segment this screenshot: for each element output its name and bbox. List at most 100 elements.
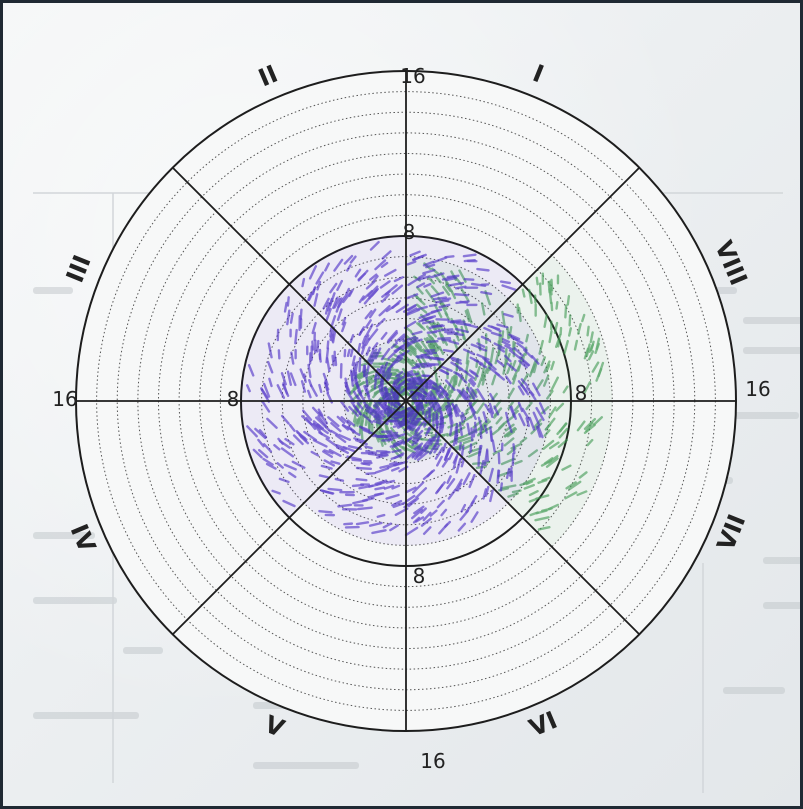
hatch-stroke bbox=[438, 368, 450, 375]
hatch-stroke bbox=[386, 372, 393, 382]
hatch-stroke bbox=[276, 384, 286, 399]
hatch-stroke bbox=[390, 379, 397, 394]
hatch-stroke bbox=[506, 362, 517, 372]
hatch-stroke bbox=[469, 377, 477, 386]
hatch-stroke bbox=[517, 401, 524, 413]
hatch-stroke bbox=[408, 444, 417, 450]
hatch-stroke bbox=[440, 390, 451, 402]
hatch-stroke bbox=[433, 432, 438, 442]
hatch-stroke bbox=[534, 516, 550, 522]
hatch-stroke bbox=[462, 348, 476, 356]
hatch-stroke bbox=[312, 422, 323, 436]
hatch-stroke bbox=[360, 426, 374, 435]
hatch-stroke bbox=[488, 366, 501, 377]
hatch-stroke bbox=[519, 437, 528, 444]
hatch-stroke bbox=[406, 494, 416, 502]
hatch-stroke bbox=[417, 396, 425, 410]
hatch-stroke bbox=[488, 467, 494, 483]
hatch-stroke bbox=[380, 331, 388, 340]
hatch-stroke bbox=[317, 415, 328, 428]
hatch-stroke bbox=[318, 474, 330, 479]
hatch-stroke bbox=[481, 368, 488, 382]
hatch-stroke bbox=[409, 250, 421, 257]
hatch-stroke bbox=[316, 280, 322, 291]
hatch-stroke bbox=[417, 275, 431, 281]
hatch-stroke bbox=[522, 360, 530, 367]
hatch-stroke bbox=[383, 484, 395, 490]
bleed-mark bbox=[743, 317, 800, 324]
hatch-stroke bbox=[435, 390, 442, 399]
hatch-stroke bbox=[374, 467, 389, 474]
hatch-stroke bbox=[594, 342, 600, 355]
hatch-stroke bbox=[518, 412, 526, 427]
hatch-stroke bbox=[583, 347, 590, 360]
hatch-stroke bbox=[414, 344, 423, 353]
hatch-stroke bbox=[548, 406, 557, 418]
bleed-mark bbox=[763, 557, 800, 564]
hatch-stroke bbox=[431, 336, 440, 351]
hatch-stroke bbox=[506, 326, 510, 340]
hatch-stroke bbox=[271, 489, 281, 495]
hatch-stroke bbox=[528, 288, 533, 305]
hatch-stroke bbox=[447, 488, 457, 500]
hatch-stroke bbox=[430, 291, 445, 298]
hatch-stroke bbox=[290, 351, 295, 365]
hatch-stroke bbox=[327, 416, 340, 428]
hatch-stroke bbox=[412, 516, 421, 524]
hatch-stroke bbox=[482, 411, 488, 424]
hatch-stroke bbox=[432, 256, 448, 264]
hatch-stroke bbox=[543, 429, 551, 437]
hatch-stroke bbox=[458, 441, 462, 451]
hatch-stroke bbox=[450, 357, 463, 365]
hatch-stroke bbox=[311, 340, 315, 351]
bleed-mark bbox=[123, 647, 163, 654]
hatch-stroke bbox=[411, 330, 423, 336]
hatch-stroke bbox=[497, 469, 501, 479]
hatch-stroke bbox=[477, 373, 484, 388]
hatch-stroke bbox=[468, 473, 476, 489]
hatch-stroke bbox=[576, 420, 586, 432]
hatch-stroke bbox=[518, 359, 528, 369]
hatch-stroke bbox=[428, 407, 432, 424]
hatch-stroke bbox=[368, 521, 383, 527]
hatch-stroke bbox=[514, 459, 523, 465]
hatch-stroke bbox=[480, 291, 493, 296]
hatch-stroke bbox=[562, 385, 569, 394]
hatch-stroke bbox=[346, 264, 352, 272]
hatch-stroke bbox=[519, 481, 530, 487]
hatch-stroke bbox=[411, 429, 424, 442]
hatch-stroke bbox=[281, 383, 290, 397]
hatch-stroke bbox=[449, 356, 462, 362]
hatch-stroke bbox=[376, 513, 386, 518]
hatch-stroke bbox=[386, 405, 401, 414]
hatch-stroke bbox=[421, 320, 435, 325]
hatch-stroke bbox=[439, 385, 448, 396]
hatch-stroke bbox=[538, 402, 546, 415]
hatch-stroke bbox=[528, 489, 539, 497]
hatch-stroke bbox=[493, 405, 500, 416]
hatch-stroke bbox=[523, 483, 535, 490]
hatch-stroke bbox=[423, 437, 432, 448]
hatch-stroke bbox=[263, 443, 273, 453]
hatch-stroke bbox=[415, 487, 428, 499]
hatch-stroke bbox=[341, 321, 347, 333]
hatch-stroke bbox=[354, 268, 362, 278]
hatch-stroke bbox=[408, 417, 420, 431]
hatch-stroke bbox=[504, 344, 514, 351]
hatch-stroke bbox=[489, 489, 494, 503]
hatch-stroke bbox=[375, 317, 386, 328]
hatch-stroke bbox=[568, 480, 582, 491]
hatch-stroke bbox=[470, 427, 474, 442]
hatch-stroke bbox=[325, 307, 332, 322]
hatch-stroke bbox=[444, 379, 456, 392]
hatch-stroke bbox=[454, 285, 467, 290]
hatch-stroke bbox=[406, 260, 417, 266]
hatch-stroke bbox=[555, 300, 559, 310]
hatch-stroke bbox=[536, 425, 544, 439]
hatch-stroke bbox=[469, 443, 473, 453]
hatch-stroke bbox=[505, 375, 512, 385]
hatch-stroke bbox=[385, 368, 392, 382]
hatch-stroke bbox=[380, 261, 389, 269]
hatch-stroke bbox=[544, 417, 556, 431]
hatch-stroke bbox=[365, 319, 372, 329]
